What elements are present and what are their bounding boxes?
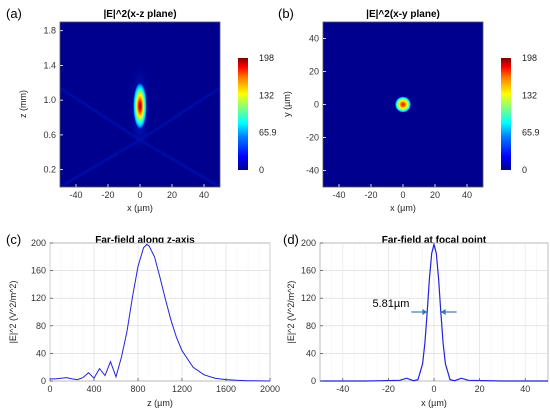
y-tick-label: 0 [311,376,316,386]
x-tick-label: 40 [520,384,530,394]
x-tick-label: -40 [332,190,345,200]
y-axis-label-c: |E|^2 (V^2/m^2) [8,281,18,344]
panel-c: (c) Far-field along z-axis 0 400 800 1200 16… [6,232,280,408]
x-tick-label: 1200 [172,384,192,394]
heatmap-a [60,22,220,187]
x-tick-label: 400 [86,384,101,394]
y-tick-label: 200 [31,238,46,248]
x-tick-label: 2000 [260,384,280,394]
colorbar-ticks-a: 0 65.9 132 198 [259,53,277,175]
y-tick-label: 1.4 [43,60,56,70]
y-tick-label: 1.0 [43,95,56,105]
colorbar-tick-label: 65.9 [259,128,277,138]
colorbar-tick-label: 198 [259,53,274,63]
x-tick-label: 0 [47,384,52,394]
colorbar-tick-label: 132 [259,90,274,100]
chart-title-b: |E|^2(x-y plane) [366,9,440,20]
y-tick-label: 80 [306,321,316,331]
fwhm-annotation: 5.81µm [372,298,457,315]
x-axis-label-c: z (µm) [147,398,173,408]
axis-ticks-a: -40 -20 0 20 40 0.2 0.6 1.0 1.4 1.8 [43,26,209,200]
panel-a: (a) |E|^2(x-z plane) -40 -20 0 20 40 0.2 0.6 1.… [6,6,277,213]
y-tick-label: 120 [31,293,46,303]
x-tick-label: -20 [382,384,395,394]
y-tick-label: 1.8 [43,26,56,36]
colorbar-tick-label: 0 [259,165,264,175]
y-tick-label: 0 [41,376,46,386]
panel-label-d: (d) [283,232,299,247]
y-axis-label-a: z (mm) [18,90,28,118]
x-tick-label: 20 [475,384,485,394]
y-tick-label: 120 [301,293,316,303]
series-line-c [50,243,271,382]
x-axis-label-a: x (µm) [127,203,153,213]
y-tick-label: 40 [309,34,319,44]
chart-title-c: Far-field along z-axis [95,235,195,246]
panel-label-b: (b) [278,6,294,21]
x-tick-label: -20 [364,190,377,200]
grid-d [319,242,549,382]
x-tick-label: 0 [137,190,142,200]
panel-label-a: (a) [6,6,22,21]
diffraction-streak [139,86,220,142]
chart-title-d: Far-field at focal point [382,235,487,246]
axis-ticks-b: -40 -20 0 20 40 -40 -20 0 20 40 [306,34,472,201]
colorbar-a [238,58,248,170]
fwhm-label: 5.81µm [372,298,409,310]
y-tick-label: 200 [301,238,316,248]
diffraction-streak [60,86,141,142]
colorbar-tick-label: 0 [522,165,527,175]
x-tick-label: 20 [430,190,440,200]
axis-ticks-c: 0 400 800 1200 1600 2000 0 40 80 120 160 200 [31,238,280,394]
y-axis-label-d: |E|^2 (V^2/m^2) [286,281,296,344]
x-tick-label: -20 [101,190,114,200]
y-tick-label: 40 [306,348,316,358]
x-axis-label-d: x (µm) [421,398,447,408]
diffraction-streak [60,138,141,187]
x-tick-label: 1600 [216,384,236,394]
x-tick-label: -40 [69,190,82,200]
y-tick-label: 160 [301,266,316,276]
diffraction-streak [139,138,220,187]
x-tick-label: 800 [130,384,145,394]
focus-spot-b [395,96,411,113]
panel-label-c: (c) [6,232,21,247]
colorbar-tick-label: 198 [522,53,537,63]
y-tick-label: -40 [306,166,319,176]
x-tick-label: 0 [400,190,405,200]
axis-ticks-d: -40 -20 0 20 40 0 40 80 120 160 200 [301,238,530,394]
y-tick-label: 20 [309,67,319,77]
y-tick-label: 0.6 [43,130,56,140]
x-tick-label: 20 [167,190,177,200]
grid-c [49,242,271,382]
colorbar-ticks-b: 0 65.9 132 198 [522,53,540,175]
x-tick-label: -40 [336,384,349,394]
arrow-head-right [440,309,446,315]
x-tick-label: 40 [199,190,209,200]
y-axis-label-b: y (µm) [282,91,292,117]
colorbar-b [501,58,511,170]
focus-spot [133,82,147,130]
y-tick-label: 0.2 [43,165,56,175]
y-tick-label: 40 [36,348,46,358]
x-tick-label: 0 [431,384,436,394]
y-tick-label: -20 [306,133,319,143]
y-tick-label: 160 [31,266,46,276]
colorbar-tick-label: 132 [522,90,537,100]
arrow-head-left [422,309,428,315]
y-tick-label: 0 [314,100,319,110]
series-line-d [320,242,548,382]
x-axis-label-b: x (µm) [390,203,416,213]
panel-b: (b) |E|^2(x-y plane) -40 -20 0 20 40 -40 -20 0 2… [278,6,540,213]
chart-title-a: |E|^2(x-z plane) [103,9,176,20]
x-tick-label: 40 [462,190,472,200]
y-tick-label: 80 [36,321,46,331]
colorbar-tick-label: 65.9 [522,128,540,138]
panel-d: (d) Far-field at focal point -40 -20 0 20 40… [283,232,549,408]
